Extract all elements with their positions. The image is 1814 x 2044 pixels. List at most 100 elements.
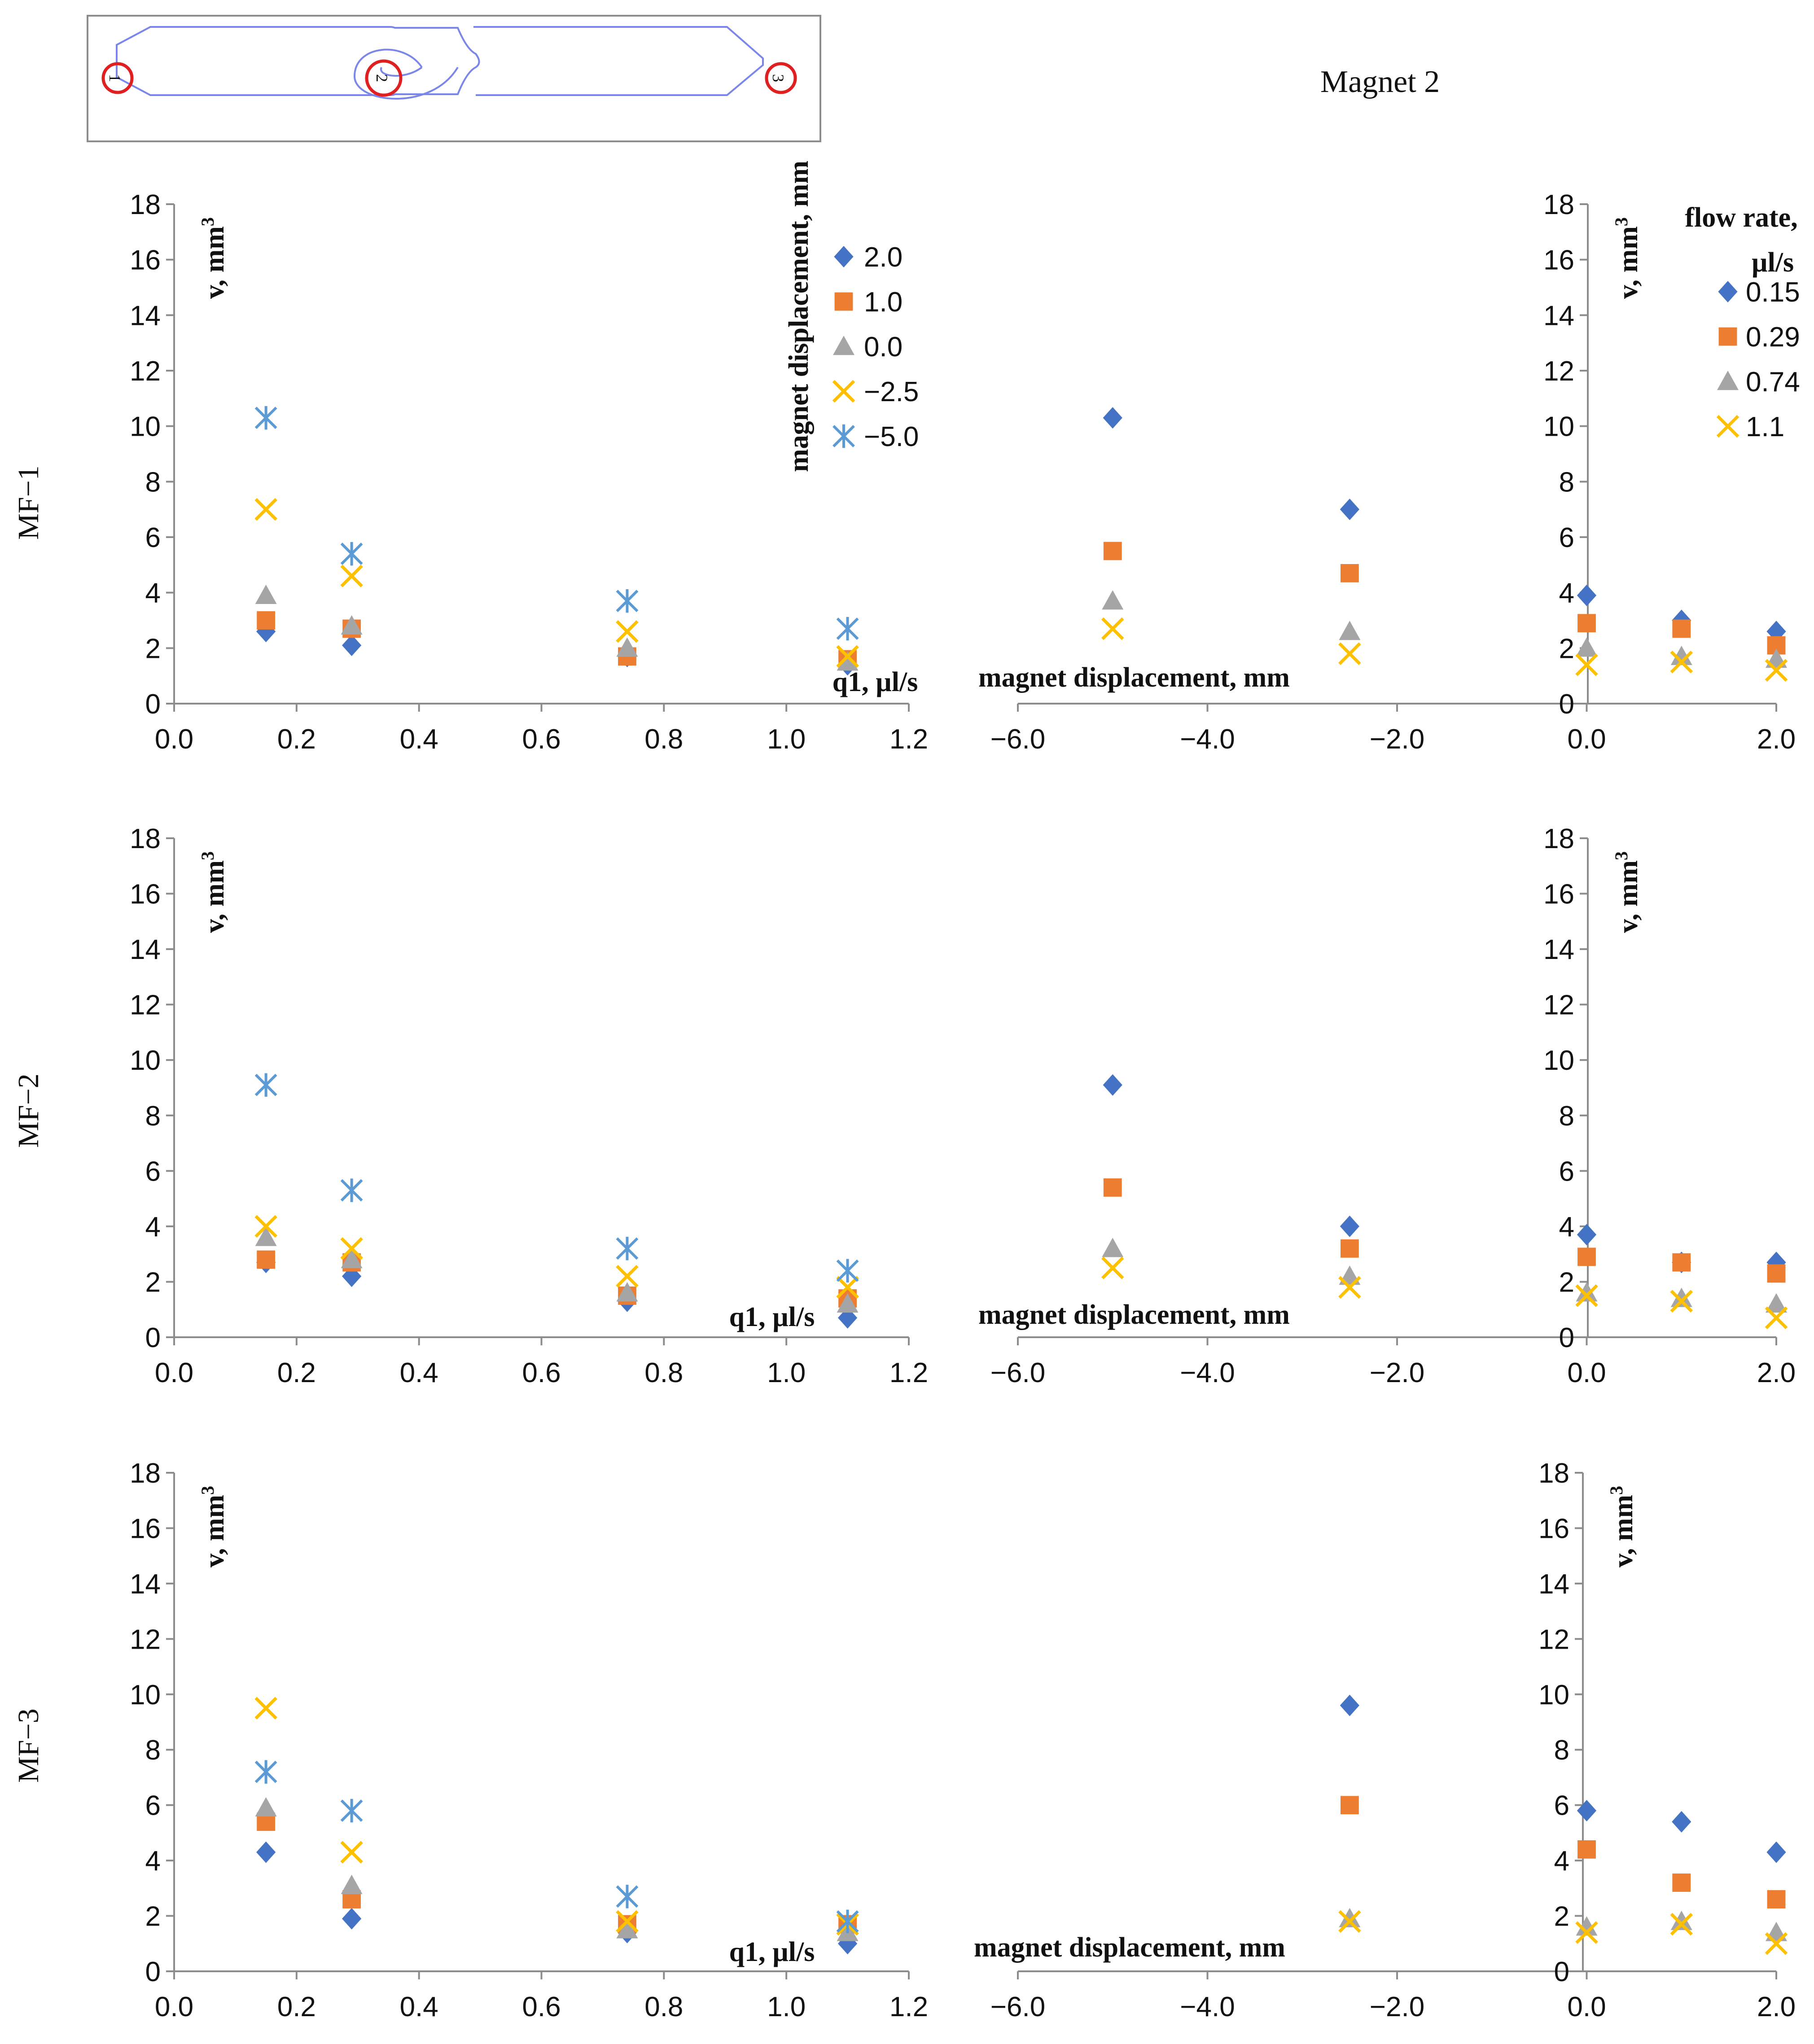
data-point bbox=[1767, 1890, 1786, 1908]
data-point bbox=[1338, 1910, 1361, 1933]
data-point bbox=[836, 645, 859, 668]
data-point bbox=[836, 617, 859, 641]
port-1-ring bbox=[101, 62, 134, 94]
channel-outline-right bbox=[473, 26, 764, 96]
y-tick-label: 10 bbox=[1538, 1680, 1569, 1711]
x-tick-label: 1.2 bbox=[889, 1991, 928, 2022]
y-tick-label: 12 bbox=[1543, 356, 1574, 387]
data-point bbox=[1765, 659, 1788, 682]
data-point bbox=[1103, 1074, 1122, 1096]
data-point bbox=[255, 1797, 277, 1817]
port-3-ring bbox=[765, 62, 797, 94]
x-tick-label: 0.0 bbox=[1567, 724, 1606, 755]
y-tick-label: 2 bbox=[1559, 1267, 1574, 1298]
y-tick-label: 2 bbox=[145, 1901, 161, 1932]
data-point bbox=[616, 620, 639, 643]
data-point bbox=[1670, 1910, 1692, 1930]
x-tick-label: 0.2 bbox=[277, 1991, 316, 2022]
data-point bbox=[836, 1259, 859, 1282]
legend-label: 1.1 bbox=[1746, 411, 1784, 442]
legend-marker bbox=[1718, 327, 1737, 346]
data-point bbox=[1101, 617, 1124, 640]
data-point bbox=[254, 1697, 277, 1720]
legend-label: 2.0 bbox=[864, 242, 903, 273]
data-point bbox=[1670, 1913, 1693, 1936]
x-tick-label: −4.0 bbox=[1180, 1357, 1235, 1388]
data-point bbox=[254, 406, 277, 430]
y-tick-label: 18 bbox=[130, 823, 161, 854]
figure-title: Magnet 2 bbox=[1320, 65, 1440, 99]
y-tick-label: 14 bbox=[1543, 934, 1574, 965]
y-tick-label: 18 bbox=[1543, 189, 1574, 220]
data-point bbox=[1338, 642, 1361, 665]
y-tick-label: 16 bbox=[130, 1513, 161, 1544]
data-point bbox=[836, 1276, 859, 1299]
legend-right-title-line2: µl/s bbox=[1752, 247, 1794, 278]
legend-marker bbox=[1717, 371, 1739, 390]
data-point bbox=[341, 615, 363, 635]
panel-mf1-flowrate: 0.0 0.2 0.4 0.6 0.8 1.0 1.2 0 2 4 6 8 10 12 14 16 18 v, m… bbox=[130, 189, 928, 755]
data-point bbox=[341, 1874, 363, 1894]
y-axis-label: v, mm3 bbox=[197, 1486, 230, 1567]
y-tick-label: 8 bbox=[145, 1101, 161, 1132]
y-tick-label: 16 bbox=[1543, 245, 1574, 276]
data-point bbox=[1577, 584, 1597, 606]
x-tick-label: 1.0 bbox=[767, 724, 806, 755]
y-tick-label: 12 bbox=[1538, 1624, 1569, 1655]
data-point bbox=[257, 1250, 276, 1269]
x-tick-label: 2.0 bbox=[1757, 724, 1796, 755]
data-point bbox=[1670, 645, 1692, 665]
x-tick-label: 0.0 bbox=[1567, 1357, 1606, 1388]
data-point bbox=[1576, 1282, 1598, 1302]
data-point bbox=[1340, 1215, 1359, 1237]
data-point bbox=[254, 1215, 277, 1238]
data-point bbox=[616, 1919, 638, 1939]
y-tick-label: 4 bbox=[145, 1846, 161, 1877]
x-tick-label: 0.4 bbox=[400, 1991, 438, 2022]
x-tick-label: 0.4 bbox=[400, 1357, 438, 1388]
panel-mf3-flowrate: 0.0 0.2 0.4 0.6 0.8 1.0 1.2 0 2 4 6 8 10 12 14 16 18 v, m… bbox=[130, 1458, 928, 2022]
data-point bbox=[340, 565, 363, 587]
y-tick-label: 4 bbox=[1559, 578, 1574, 609]
y-tick-label: 10 bbox=[130, 1680, 161, 1711]
x-tick-label: 2.0 bbox=[1757, 1357, 1796, 1388]
x-tick-label: −2.0 bbox=[1370, 1991, 1424, 2022]
y-tick-label: 12 bbox=[130, 1624, 161, 1655]
y-tick-label: 6 bbox=[145, 522, 161, 553]
y-tick-label: 14 bbox=[130, 300, 161, 331]
x-tick-label: 0.6 bbox=[522, 1991, 561, 2022]
y-tick-label: 2 bbox=[1554, 1901, 1569, 1932]
y-tick-label: 6 bbox=[1559, 522, 1574, 553]
port-1-label: 1 bbox=[106, 74, 124, 82]
y-tick-label: 8 bbox=[1554, 1735, 1569, 1766]
x-tick-label: −4.0 bbox=[1180, 724, 1235, 755]
data-point bbox=[1103, 407, 1122, 429]
schematic-frame bbox=[87, 15, 821, 142]
legend-label: 0.15 bbox=[1746, 277, 1800, 308]
x-tick-label: −6.0 bbox=[990, 724, 1045, 755]
data-point bbox=[1577, 1224, 1597, 1246]
y-tick-label: 18 bbox=[1543, 823, 1574, 854]
data-point bbox=[340, 1841, 363, 1864]
data-point bbox=[1576, 1916, 1598, 1936]
data-point bbox=[616, 1910, 639, 1933]
data-point bbox=[1577, 1840, 1596, 1859]
y-tick-label: 18 bbox=[130, 189, 161, 220]
y-tick-label: 0 bbox=[1554, 1956, 1569, 1987]
x-tick-label: 2.0 bbox=[1757, 1991, 1796, 2022]
data-point bbox=[1339, 621, 1361, 640]
data-point bbox=[257, 611, 276, 630]
legend-label: 0.29 bbox=[1746, 322, 1800, 353]
x-tick-label: 0.8 bbox=[644, 1357, 683, 1388]
data-point bbox=[1577, 614, 1596, 633]
data-point bbox=[340, 1237, 363, 1260]
data-point bbox=[1672, 619, 1691, 638]
x-tick-label: −6.0 bbox=[990, 1357, 1045, 1388]
port-2-ring bbox=[365, 59, 403, 97]
y-axis-label: v, mm3 bbox=[197, 217, 230, 299]
y-tick-label: 10 bbox=[1543, 1045, 1574, 1076]
data-point bbox=[1672, 1253, 1691, 1272]
data-point bbox=[342, 1908, 362, 1930]
y-tick-label: 16 bbox=[1538, 1513, 1569, 1544]
legend-left-title: magnet displacement, mm bbox=[784, 161, 814, 472]
